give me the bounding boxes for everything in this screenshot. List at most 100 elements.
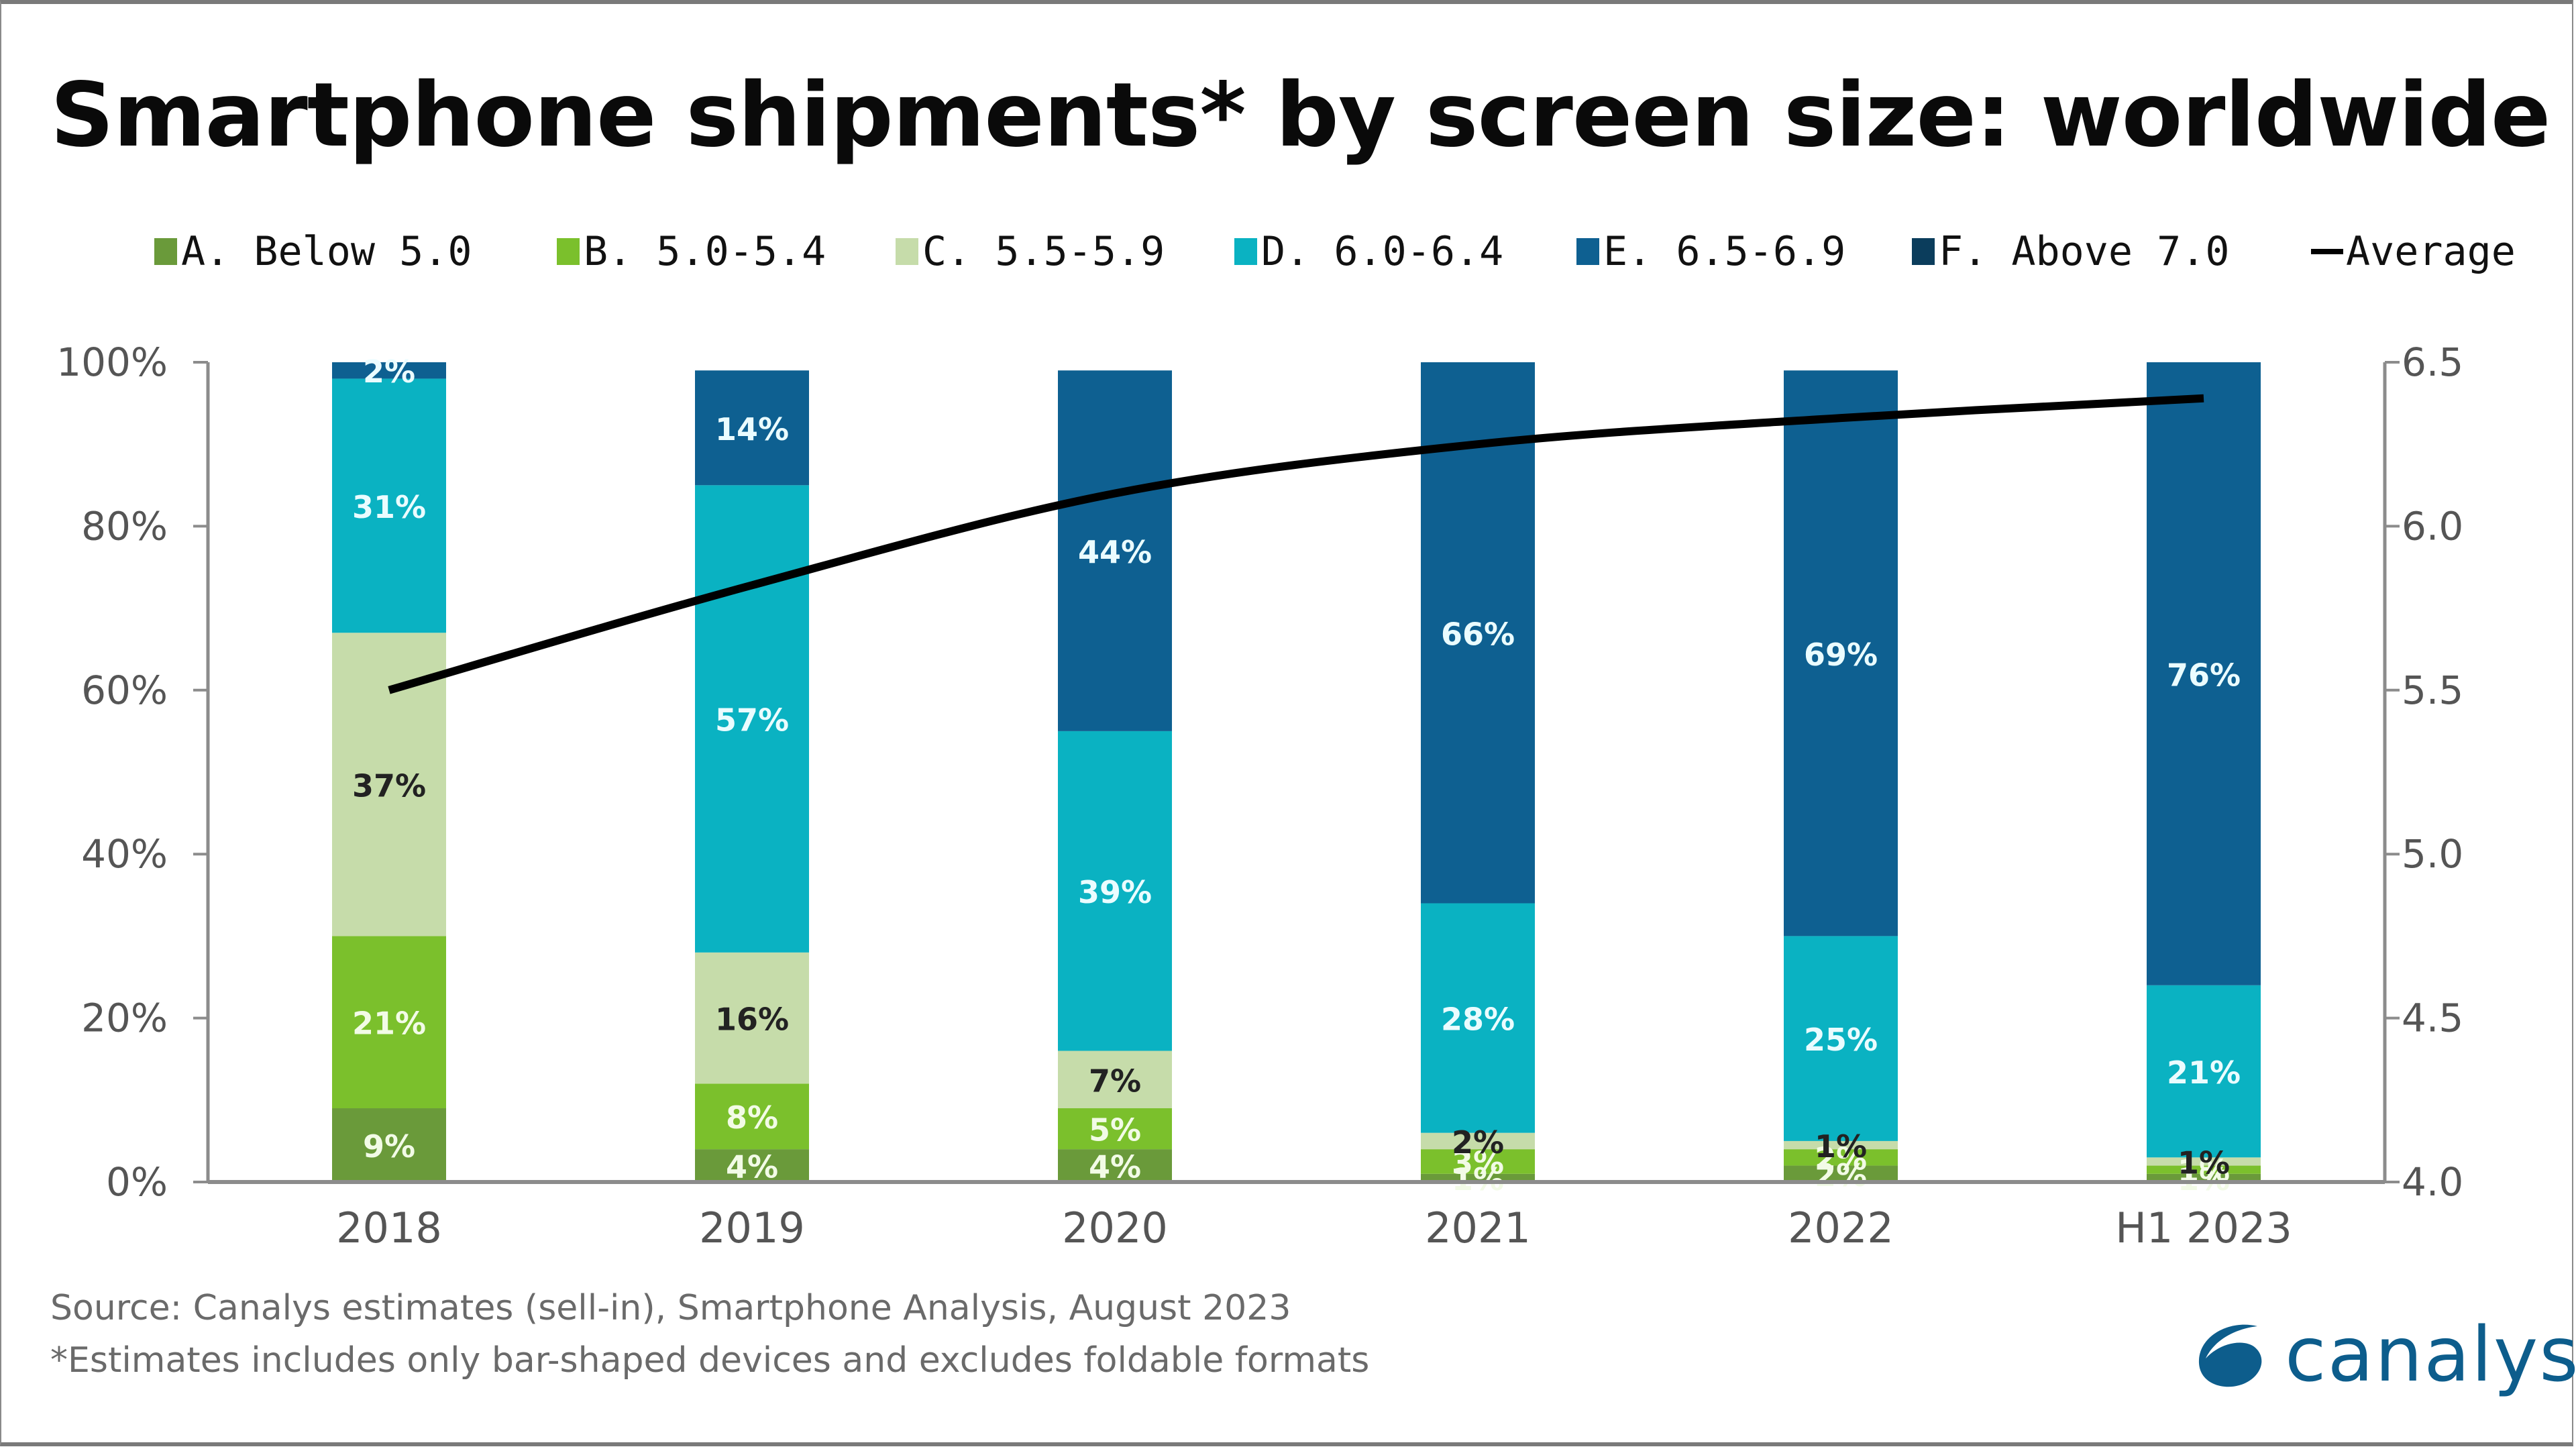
bar-segment-c-2020 [1058,1051,1172,1109]
bar-segment-c-2022 [1784,1140,1898,1150]
data-label: 2% [363,354,415,390]
bar-segment-d-h1-2023 [2147,985,2261,1158]
data-label: 66% [1441,616,1515,652]
canalys-logo-icon [2198,1324,2262,1387]
legend: A. Below 5.0 B. 5.0-5.4 C. 5.5-5.9 D. 6.… [154,228,2516,282]
y-tick-label-right: 5.5 [2402,667,2463,713]
bar-segment-d-2020 [1058,731,1172,1051]
bar-segment-c-h1-2023 [2147,1157,2261,1166]
canalys-logo: canalys [2194,1311,2576,1399]
bars-group [332,362,2261,1182]
data-label: 25% [1804,1022,1878,1058]
y-tick-label-right: 5.0 [2402,831,2463,877]
y-tick-label-right: 6.0 [2402,503,2463,549]
legend-item-f: F. Above 7.0 [1912,228,2229,275]
data-label: 21% [2167,1055,2241,1091]
footer-note: *Estimates includes only bar-shaped devi… [50,1340,1370,1381]
legend-line-average [2311,249,2343,254]
bar-segment-b-2022 [1784,1149,1898,1166]
bar-segment-b-2019 [695,1083,809,1150]
y-tick-label-left: 60% [81,667,168,713]
data-label: 1% [2178,1144,2230,1181]
x-tick-label: H1 2023 [2115,1203,2292,1252]
legend-label-e: E. 6.5-6.9 [1603,228,1846,275]
data-label: 57% [715,702,789,739]
data-label: 7% [1089,1063,1141,1099]
y-tick-label-right: 4.0 [2402,1159,2463,1205]
bar-segment-e-2019 [695,370,809,486]
bar-segment-e-2021 [1421,362,1535,904]
bar-segment-d-2018 [332,378,446,633]
bar-segment-a-2021 [1421,1173,1535,1182]
data-label: 1% [1815,1128,1867,1165]
y-tick-label-right: 6.5 [2402,339,2463,385]
legend-swatch-b [557,238,580,265]
bar-segment-b-2021 [1421,1149,1535,1174]
data-label: 28% [1441,1002,1515,1038]
legend-item-b: B. 5.0-5.4 [557,228,826,275]
legend-label-average: Average [2346,228,2516,275]
bar-segment-c-2019 [695,952,809,1084]
data-label: 4% [726,1149,778,1185]
chart-title: Smartphone shipments* by screen size: wo… [50,64,2551,167]
data-label: 4% [1089,1149,1141,1185]
legend-label-c: C. 5.5-5.9 [922,228,1165,275]
legend-item-average: Average [2311,228,2516,275]
bar-labels-group: 9%21%37%31%2%4%8%16%57%14%4%5%7%39%44%1%… [352,354,2241,1197]
bar-segment-d-2022 [1784,936,1898,1141]
data-label: 39% [1078,874,1152,910]
average-line [388,394,2204,694]
footer-source: Source: Canalys estimates (sell-in), Sma… [50,1288,1291,1328]
data-label: 2% [1815,1157,1867,1193]
bar-segment-b-h1-2023 [2147,1165,2261,1174]
bar-segment-c-2018 [332,633,446,936]
data-label: 31% [352,489,426,525]
y-tick-label-left: 40% [81,831,168,877]
y-tick-label-right: 4.5 [2402,996,2463,1041]
bar-segment-b-2018 [332,936,446,1109]
bar-segment-e-2022 [1784,370,1898,936]
legend-label-d: D. 6.0-6.4 [1261,228,1504,275]
average-line-group [388,394,2204,694]
legend-swatch-c [896,238,918,265]
bar-segment-e-h1-2023 [2147,362,2261,985]
data-label: 9% [363,1128,415,1165]
x-tick-label: 2019 [699,1203,805,1252]
data-label: 5% [1089,1112,1141,1148]
x-tick-label: 2020 [1062,1203,1168,1252]
legend-swatch-a [154,238,177,265]
bar-segment-c-2021 [1421,1132,1535,1150]
legend-item-e: E. 6.5-6.9 [1576,228,1845,275]
data-label: 1% [2178,1161,2230,1197]
legend-item-c: C. 5.5-5.9 [896,228,1165,275]
legend-swatch-f [1912,238,1935,265]
data-label: 3% [1452,1144,1504,1181]
legend-label-b: B. 5.0-5.4 [584,228,826,275]
data-label: 76% [2167,657,2241,693]
legend-item-d: D. 6.0-6.4 [1234,228,1503,275]
data-label: 14% [715,411,789,447]
legend-label-a: A. Below 5.0 [181,228,472,275]
bar-segment-a-2018 [332,1108,446,1182]
axes-group: 0% 20% 40% 60% 80% 100% 4.0 4.5 5.0 5.5 6.0 6.5 2018… [56,339,2463,1252]
y-tick-label-left: 0% [106,1159,168,1205]
data-label: 16% [715,1002,789,1038]
bar-segment-a-2020 [1058,1149,1172,1182]
data-label: 2% [1452,1124,1504,1161]
data-label: 69% [1804,637,1878,673]
bar-segment-a-2019 [695,1149,809,1182]
bar-segment-b-2020 [1058,1108,1172,1150]
data-label: 8% [726,1099,778,1136]
x-tick-label: 2022 [1788,1203,1894,1252]
x-tick-label: 2018 [336,1203,442,1252]
bar-segment-d-2021 [1421,903,1535,1133]
legend-item-a: A. Below 5.0 [154,228,472,275]
y-tick-label-left: 100% [56,339,168,385]
y-tick-label-left: 80% [81,503,168,549]
legend-swatch-e [1576,238,1599,265]
legend-swatch-d [1234,238,1257,265]
data-label: 21% [352,1006,426,1042]
data-label: 44% [1078,534,1152,570]
